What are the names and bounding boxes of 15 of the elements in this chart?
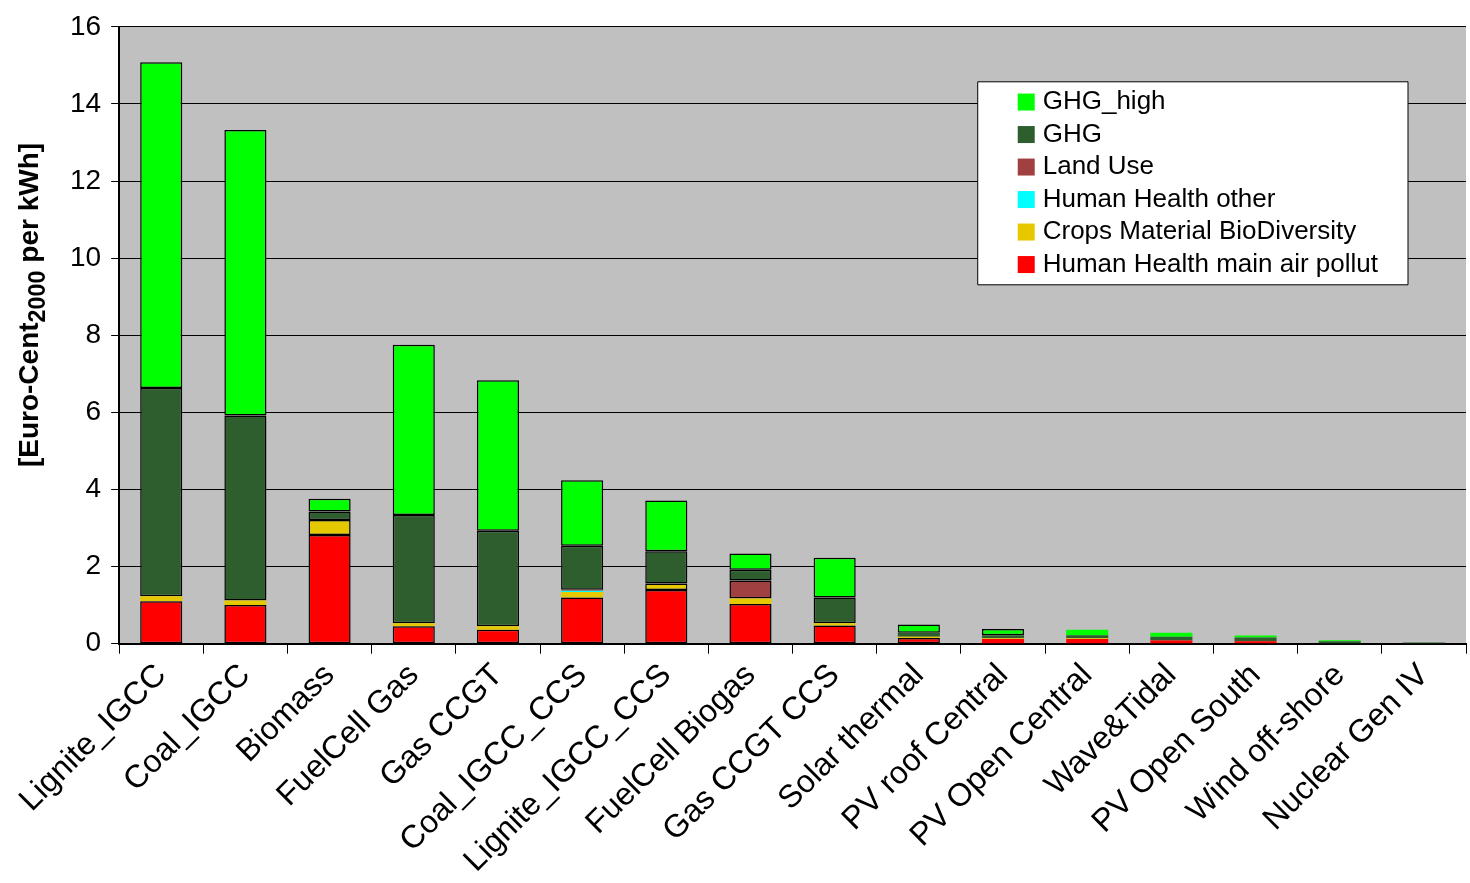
- legend-label: Human Health main air pollut: [1042, 247, 1379, 278]
- legend-label: GHG: [1042, 117, 1102, 148]
- y-tick-label: 12: [69, 163, 102, 195]
- legend-label: Human Health other: [1042, 182, 1276, 213]
- legend-label: Land Use: [1042, 150, 1155, 181]
- y-tick-label: 6: [85, 395, 102, 427]
- y-tick-label: 14: [69, 86, 102, 118]
- y-tick-label: 10: [69, 240, 102, 272]
- y-tick-label: 0: [85, 626, 102, 658]
- y-tick-label: 2: [85, 549, 102, 581]
- legend-label: Crops Material BioDiversity: [1042, 215, 1357, 246]
- y-tick-label: 8: [85, 317, 102, 349]
- legend-label: GHG_high: [1042, 85, 1166, 116]
- y-tick-label: 16: [69, 9, 102, 41]
- y-tick-label: 4: [85, 472, 102, 504]
